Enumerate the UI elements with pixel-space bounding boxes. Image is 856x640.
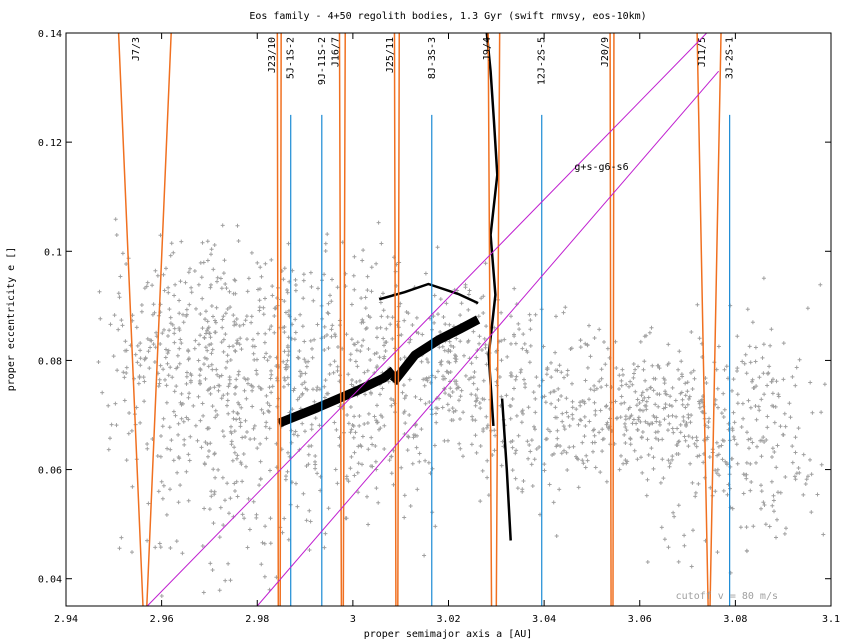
plot-frame	[65, 32, 832, 607]
scatter-points	[96, 217, 827, 598]
background-points	[96, 217, 827, 598]
chart-title: Eos family - 4+50 regolith bodies, 1.3 G…	[249, 11, 646, 22]
cutoff-annotation: cutoff v = 80 m/s	[676, 591, 778, 602]
x-tick-label-2: 2.98	[245, 614, 269, 625]
resonance-label-2: J16/7	[330, 37, 341, 67]
three-body-label-0: 5J-1S-2	[286, 37, 297, 79]
resonance-label-1: J23/10	[267, 37, 278, 73]
y-axis-label: proper eccentricity e []	[6, 247, 17, 392]
three-body-label-4: 3J-2S-1	[725, 37, 736, 79]
track-2	[378, 282, 479, 305]
resonance-1	[276, 32, 282, 607]
resonance-0	[117, 32, 172, 607]
resonance-label-5: J20/9	[600, 37, 611, 67]
x-tick-label-1: 2.96	[150, 614, 174, 625]
three-body-label-1: 9J-11S-2	[317, 37, 328, 85]
x-axis-label: proper semimajor axis a [AU]	[364, 629, 533, 640]
track-4	[500, 398, 512, 541]
resonance-6	[696, 32, 722, 607]
secular-label: g+s-g6-s6	[574, 162, 628, 173]
y-tick-label-5: 0.14	[38, 29, 62, 40]
track-1	[389, 315, 481, 386]
resonance-label-4: J9/4	[482, 37, 493, 61]
x-tick-label-6: 3.06	[628, 614, 652, 625]
x-tick-label-7: 3.08	[723, 614, 747, 625]
y-tick-label-3: 0.1	[44, 247, 62, 258]
resonance-5	[609, 32, 615, 607]
three-body-label-2: 8J-3S-3	[427, 37, 438, 79]
x-tick-label-0: 2.94	[54, 614, 78, 625]
y-tick-label-2: 0.08	[38, 356, 62, 367]
secular-line-1	[256, 70, 720, 607]
resonance-label-0: J7/3	[131, 37, 142, 61]
y-tick-label-0: 0.04	[38, 575, 62, 586]
y-tick-label-4: 0.12	[38, 138, 62, 149]
three-body-label-3: 12J-2S-5	[537, 37, 548, 85]
resonance-label-6: J11/5	[697, 37, 708, 67]
resonance-lines: J7/3 J23/10 J16/7 J25/11 J9/4 J20/9 J11/5 5J-1S…	[117, 32, 736, 607]
resonance-4	[487, 32, 501, 607]
y-tick-label-1: 0.06	[38, 466, 62, 477]
x-tick-label-5: 3.04	[532, 614, 556, 625]
x-tick-label-4: 3.02	[436, 614, 460, 625]
resonance-label-3: J25/11	[385, 37, 396, 73]
resonance-3	[393, 32, 401, 607]
resonance-2	[338, 32, 346, 607]
x-tick-label-8: 3.1	[822, 614, 840, 625]
track-0	[277, 366, 397, 428]
secular-line-0	[146, 32, 708, 607]
x-tick-label-3: 3	[350, 614, 356, 625]
